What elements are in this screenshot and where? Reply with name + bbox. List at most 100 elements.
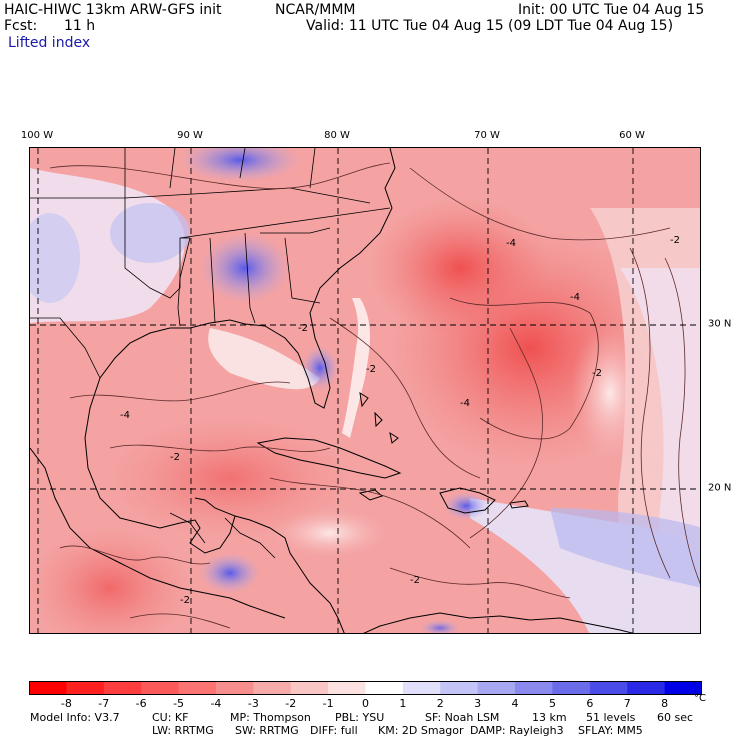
colorbar-swatch: [627, 681, 666, 695]
contour-label: -4: [506, 238, 516, 249]
coastlines: [30, 148, 635, 633]
model-title: HAIC-HIWC 13km ARW-GFS init: [4, 2, 222, 18]
footer-km: KM: 2D Smagor: [378, 724, 464, 737]
contour-label: -2: [170, 452, 180, 463]
colorbar-tick-label: 2: [436, 697, 444, 710]
contour-label: -2: [410, 575, 420, 586]
colorbar-swatch: [253, 681, 292, 695]
stable-pale-atlantic: [570, 323, 650, 463]
stable-blue-texas: [110, 203, 190, 263]
footer-longwave: LW: RRTMG: [152, 724, 214, 737]
li-contours: [49, 162, 700, 629]
forecast-hour: 11 h: [64, 18, 96, 34]
stable-blue-north: [180, 148, 300, 182]
colorbar-tick-label: 0: [362, 697, 369, 710]
contour-label: -2: [592, 368, 602, 379]
colorbar-swatch: [664, 681, 702, 695]
deep-instability-region-north: [370, 198, 550, 338]
footer-model-info: Model Info: V3.7: [30, 711, 120, 724]
footer-damping: DAMP: Rayleigh3: [470, 724, 564, 737]
contour-label: -4: [120, 410, 130, 421]
footer-levels: 51 levels: [586, 711, 636, 724]
stable-strip-florida-coast: [342, 298, 370, 438]
gulf-instability-region: [110, 418, 350, 538]
stable-blue-south: [420, 620, 460, 633]
contour-label: -2: [298, 323, 308, 334]
colorbar-swatch: [215, 681, 254, 695]
stable-pale-caribbean: [270, 508, 390, 558]
colorbar-tick-label: -3: [247, 697, 259, 710]
contour-label: -2: [366, 364, 376, 375]
colorbar-swatch: [515, 681, 553, 695]
colorbar-tick-label: 4: [511, 697, 519, 710]
colorbar-swatch: [552, 681, 591, 695]
footer-resolution: 13 km: [532, 711, 567, 724]
colorbar: [29, 681, 702, 695]
colorbar-swatch: [178, 681, 217, 695]
footer-sflay: SFLAY: MM5: [578, 724, 643, 737]
lon-label-80w: 80 W: [324, 130, 350, 141]
lat-lon-grid: [30, 148, 700, 633]
political-borders: [30, 148, 391, 559]
colorbar-tick-label: 5: [548, 697, 556, 710]
lon-label-70w: 70 W: [474, 130, 500, 141]
colorbar-tick-label: -1: [322, 697, 334, 710]
colorbar-swatch: [328, 681, 366, 695]
colorbar-swatch: [103, 681, 142, 695]
footer-timestep: 60 sec: [657, 711, 694, 724]
colorbar-tick-label: -7: [98, 697, 110, 710]
footer-cumulus: CU: KF: [152, 711, 189, 724]
colorbar-tick-label: -4: [210, 697, 222, 710]
footer-diffusion: DIFF: full: [310, 724, 358, 737]
stable-area-gulf-coast: [208, 328, 320, 390]
map-canvas: -4 -4 -2 -2 -2 -2 -2 -2 -4 -4 -2: [30, 148, 700, 633]
footer-pbl: PBL: YSU: [335, 711, 385, 724]
footer-surface: SF: Noah LSM: [425, 711, 500, 724]
contour-label: -4: [570, 292, 580, 303]
colorbar-swatch: [402, 681, 441, 695]
colorbar-swatch: [29, 681, 67, 695]
colorbar-unit: °C: [694, 693, 706, 704]
colorbar-swatch: [66, 681, 105, 695]
stable-blue-west: [30, 213, 80, 303]
colorbar-tick-label: 8: [661, 697, 669, 710]
negative-instability-southeast: [550, 508, 700, 588]
colorbar-tick-label: 6: [586, 697, 594, 710]
lifted-index-map: -4 -4 -2 -2 -2 -2 -2 -2 -4 -4 -2: [29, 147, 701, 634]
contour-label: -2: [670, 235, 680, 246]
lon-label-90w: 90 W: [177, 130, 203, 141]
stable-blue-florida: [302, 346, 338, 390]
footer-shortwave: SW: RRTMG: [235, 724, 299, 737]
forecast-label: Fcst:: [4, 18, 38, 34]
colorbar-frame: [29, 681, 702, 695]
contour-label: -4: [460, 398, 470, 409]
lon-label-60w: 60 W: [619, 130, 645, 141]
lat-label-30n: 30 N: [708, 318, 732, 330]
stable-blue-central-america: [200, 553, 260, 593]
colorbar-swatch: [477, 681, 516, 695]
colorbar-tick-label: -6: [135, 697, 147, 710]
colorbar-swatch: [365, 681, 404, 695]
colorbar-swatch: [440, 681, 479, 695]
contour-label: -2: [180, 595, 190, 606]
valid-time: Valid: 11 UTC Tue 04 Aug 15 (09 LDT Tue …: [306, 18, 674, 34]
field-name: Lifted index: [8, 35, 91, 51]
colorbar-tick-label: -8: [60, 697, 72, 710]
colorbar-tick-label: -5: [173, 697, 185, 710]
organization-label: NCAR/MMM: [275, 2, 356, 18]
colorbar-swatch: [589, 681, 628, 695]
colorbar-tick-label: 1: [399, 697, 407, 710]
colorbar-tick-label: 3: [474, 697, 482, 710]
stable-blue-southeast-us: [200, 233, 290, 303]
lat-label-20n: 20 N: [708, 482, 732, 494]
init-time: Init: 00 UTC Tue 04 Aug 15: [518, 2, 705, 18]
colorbar-tick-label: -2: [285, 697, 297, 710]
contour-labels: -4 -4 -2 -2 -2 -2 -2 -2 -4 -4 -2: [120, 235, 680, 606]
colorbar-swatch: [290, 681, 329, 695]
pacific-instability-region: [30, 528, 190, 633]
stable-blue-hispaniola: [444, 492, 488, 520]
colorbar-swatch: [141, 681, 180, 695]
colorbar-tick-label: 7: [623, 697, 631, 710]
lon-label-100w: 100 W: [20, 130, 54, 141]
footer-microphysics: MP: Thompson: [230, 711, 311, 724]
